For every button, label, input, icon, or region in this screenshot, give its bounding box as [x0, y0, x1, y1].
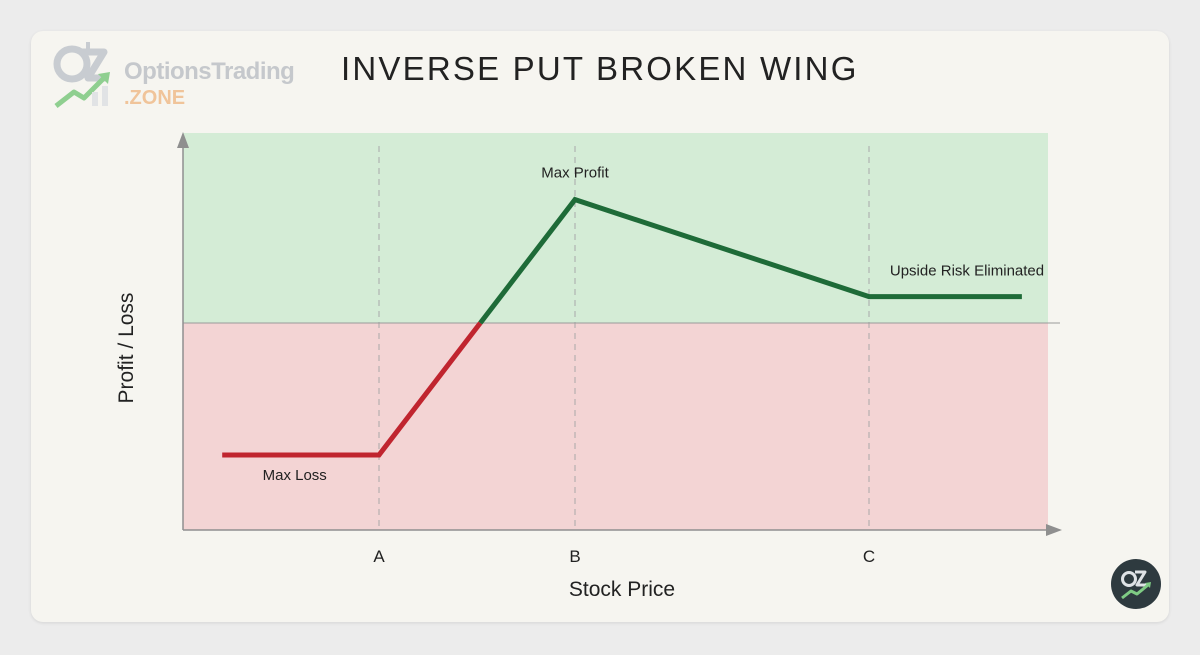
- annotation-max-loss: Max Loss: [263, 467, 327, 484]
- payoff-loss-segment: [222, 321, 483, 458]
- logo-mark-icon: [53, 42, 110, 108]
- brand-logo: OptionsTrading .ZONE: [52, 40, 322, 112]
- payoff-line: [222, 196, 1022, 458]
- tick-label-a: A: [373, 547, 385, 566]
- annotation-upside-risk: Upside Risk Eliminated: [890, 263, 1044, 280]
- tick-label-c: C: [863, 547, 875, 566]
- x-axis-arrow-icon: [1046, 524, 1062, 536]
- loss-zone: [183, 323, 1048, 530]
- payoff-profit-segment: [478, 196, 1022, 325]
- chart-title: INVERSE PUT BROKEN WING: [341, 50, 859, 87]
- tick-label-b: B: [569, 547, 580, 566]
- brand-badge-icon: [1110, 558, 1162, 610]
- y-axis-label: Profit / Loss: [115, 293, 138, 404]
- brand-name: OptionsTrading: [124, 58, 295, 85]
- x-axis-label: Stock Price: [569, 578, 675, 601]
- annotation-max-profit: Max Profit: [541, 165, 609, 182]
- y-axis-arrow-icon: [177, 132, 189, 148]
- brand-suffix: .ZONE: [124, 87, 186, 109]
- profit-zone: [183, 133, 1048, 323]
